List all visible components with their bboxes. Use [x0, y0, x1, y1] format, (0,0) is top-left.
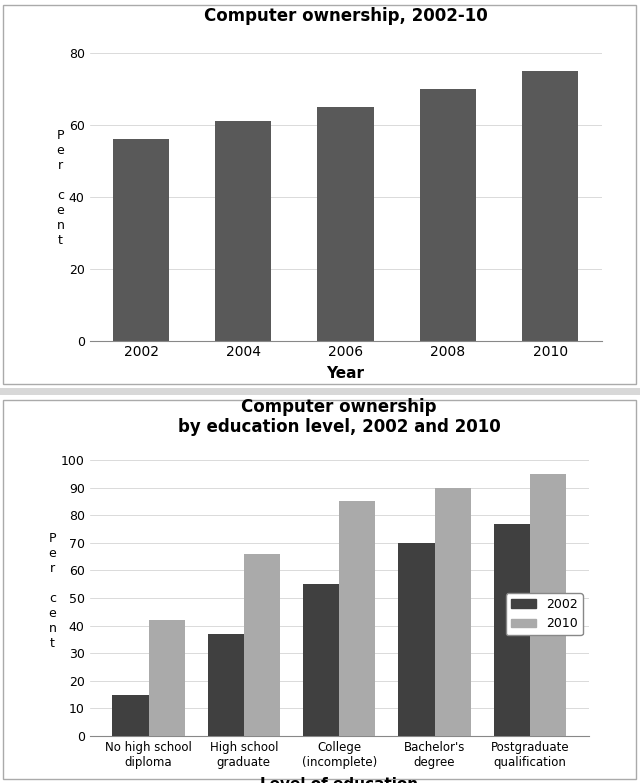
- X-axis label: Level of education: Level of education: [260, 778, 419, 783]
- Y-axis label: P
e
r

c
e
n
t: P e r c e n t: [56, 129, 65, 247]
- Bar: [530, 474, 566, 736]
- Bar: [522, 71, 579, 341]
- X-axis label: Year: Year: [326, 366, 365, 381]
- Bar: [113, 139, 169, 341]
- Y-axis label: P
e
r

c
e
n
t: P e r c e n t: [49, 532, 56, 650]
- Title: Computer ownership
by education level, 2002 and 2010: Computer ownership by education level, 2…: [178, 398, 500, 436]
- Bar: [493, 524, 530, 736]
- Bar: [207, 634, 244, 736]
- Bar: [317, 107, 374, 341]
- Bar: [215, 121, 271, 341]
- Bar: [303, 584, 339, 736]
- Bar: [420, 89, 476, 341]
- Bar: [435, 488, 471, 736]
- Bar: [339, 501, 376, 736]
- Bar: [398, 543, 435, 736]
- Bar: [148, 620, 185, 736]
- Legend: 2002, 2010: 2002, 2010: [506, 594, 582, 636]
- Bar: [244, 554, 280, 736]
- Bar: [112, 695, 148, 736]
- Title: Computer ownership, 2002-10: Computer ownership, 2002-10: [204, 7, 488, 25]
